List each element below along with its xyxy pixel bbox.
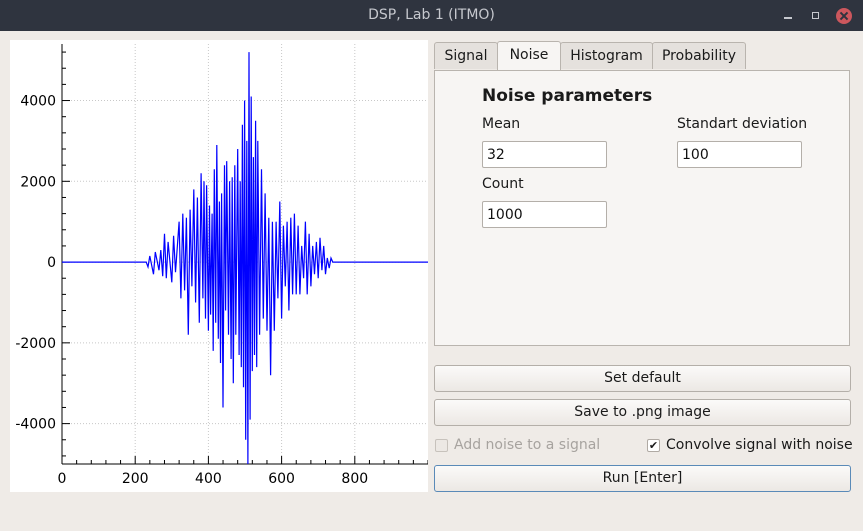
panel-heading: Noise parameters	[482, 86, 653, 106]
convolve-checkbox[interactable]: ✔ Convolve signal with noise	[647, 437, 853, 454]
mean-label: Mean	[482, 116, 521, 132]
std-label: Standart deviation	[677, 116, 808, 132]
x-tick-label: 400	[195, 471, 222, 487]
noise-panel: Noise parameters Mean Standart deviation…	[434, 70, 850, 346]
x-tick-label: 200	[122, 471, 149, 487]
close-icon[interactable]	[836, 8, 852, 24]
x-tick-label: 0	[58, 471, 67, 487]
y-tick-label: 0	[47, 255, 56, 271]
window-title: DSP, Lab 1 (ITMO)	[368, 7, 495, 23]
signal-plot: 0 200 400 600 800 -4000 -2000 0 2000 4000	[10, 40, 428, 492]
tab-histogram[interactable]: Histogram	[560, 42, 653, 69]
convolve-label: Convolve signal with noise	[666, 437, 853, 453]
add-noise-checkbox[interactable]: Add noise to a signal	[435, 437, 605, 454]
signal-series-line	[62, 52, 428, 465]
plot-canvas: 0 200 400 600 800 -4000 -2000 0 2000 4000	[15, 44, 428, 487]
std-input[interactable]	[677, 141, 802, 168]
x-tick-label: 800	[341, 471, 368, 487]
mean-input[interactable]	[482, 141, 607, 168]
maximize-icon[interactable]	[807, 8, 823, 24]
add-noise-box[interactable]	[435, 439, 448, 452]
add-noise-label: Add noise to a signal	[454, 437, 601, 453]
y-tick-label: -2000	[15, 336, 56, 352]
count-input[interactable]	[482, 201, 607, 228]
minimize-icon[interactable]	[780, 8, 796, 24]
convolve-check-icon[interactable]: ✔	[647, 439, 660, 452]
y-tick-label: 4000	[20, 94, 56, 110]
y-tick-label: -4000	[15, 417, 56, 433]
tab-noise[interactable]: Noise	[497, 41, 561, 70]
count-label: Count	[482, 176, 524, 192]
run-button[interactable]: Run [Enter]	[434, 465, 851, 492]
tab-probability[interactable]: Probability	[652, 42, 746, 69]
window-titlebar: DSP, Lab 1 (ITMO)	[0, 0, 863, 31]
set-default-button[interactable]: Set default	[434, 365, 851, 392]
y-tick-label: 2000	[20, 174, 56, 190]
save-png-button[interactable]: Save to .png image	[434, 399, 851, 426]
tab-signal[interactable]: Signal	[434, 42, 498, 69]
x-tick-label: 600	[268, 471, 295, 487]
